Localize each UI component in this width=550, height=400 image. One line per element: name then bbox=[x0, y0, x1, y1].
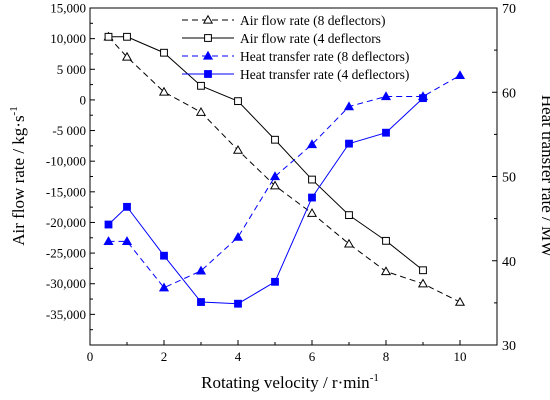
legend-label: Air flow rate (8 deflectors) bbox=[240, 13, 385, 28]
y-right-tick-label: 70 bbox=[502, 2, 516, 17]
data-point bbox=[380, 91, 392, 101]
y-left-axis-title: Air flow rate / kg·s-1 bbox=[8, 106, 28, 245]
data-point bbox=[306, 208, 318, 217]
y-left-tick-label: 5 000 bbox=[57, 62, 86, 77]
data-point bbox=[271, 277, 279, 286]
legend-marker bbox=[202, 14, 214, 24]
data-point bbox=[343, 238, 355, 248]
legend-item: Air flow rate (4 deflectors bbox=[182, 31, 381, 46]
x-tick-label: 4 bbox=[235, 349, 242, 364]
data-point bbox=[345, 211, 353, 220]
data-point bbox=[417, 278, 429, 288]
legend-item: Heat transfer rate (8 deflectors) bbox=[182, 49, 409, 64]
data-point bbox=[345, 139, 353, 148]
x-axis-title: Rotating velocity / r·min-1 bbox=[201, 372, 379, 392]
x-tick-label: 6 bbox=[309, 349, 316, 364]
data-point bbox=[419, 94, 427, 103]
series-3 bbox=[104, 94, 427, 308]
data-point bbox=[158, 86, 170, 96]
data-point bbox=[232, 144, 244, 154]
data-point bbox=[419, 266, 427, 275]
data-point bbox=[123, 202, 131, 211]
data-point bbox=[104, 220, 113, 229]
data-point bbox=[160, 48, 168, 57]
x-tick-label: 8 bbox=[383, 349, 390, 364]
legend-marker bbox=[204, 70, 212, 78]
data-point bbox=[121, 51, 133, 61]
data-point bbox=[308, 175, 316, 184]
data-point bbox=[343, 101, 355, 111]
y-left-tick-label: -20,000 bbox=[46, 215, 86, 230]
y-left-tick-label: -15,000 bbox=[46, 184, 86, 199]
data-point bbox=[454, 70, 466, 80]
y-right-tick-label: 40 bbox=[502, 255, 516, 270]
x-axis-title-sup: -1 bbox=[370, 372, 379, 384]
data-point bbox=[308, 193, 316, 202]
data-point bbox=[269, 180, 281, 190]
legend-label: Air flow rate (4 deflectors bbox=[240, 31, 381, 46]
data-point bbox=[234, 97, 242, 106]
data-point bbox=[232, 231, 244, 241]
y-right-tick-label: 50 bbox=[502, 171, 516, 186]
y-right-tick-label: 30 bbox=[502, 339, 516, 354]
series-2 bbox=[103, 70, 466, 292]
data-point bbox=[454, 296, 466, 306]
data-point bbox=[104, 32, 113, 41]
data-point bbox=[158, 282, 170, 292]
y-right-axis-title: Heat transfer rate / MW bbox=[538, 95, 550, 258]
x-tick-label: 10 bbox=[454, 349, 467, 364]
y-left-tick-label: -10,000 bbox=[46, 154, 86, 169]
legend-marker bbox=[202, 50, 214, 60]
data-point bbox=[197, 81, 205, 90]
legend-label: Heat transfer rate (8 deflectors) bbox=[240, 49, 409, 64]
y-left-tick-label: -25,000 bbox=[46, 246, 86, 261]
data-point bbox=[306, 139, 318, 149]
data-point bbox=[121, 236, 133, 246]
legend: Air flow rate (8 deflectors) Air flow rat… bbox=[182, 13, 409, 82]
series-group bbox=[103, 31, 466, 308]
y-left-tick-label: -30,000 bbox=[46, 276, 86, 291]
data-point bbox=[195, 265, 207, 275]
y-left-tick-label: -5 000 bbox=[52, 123, 86, 138]
legend-marker bbox=[204, 34, 212, 42]
y-right-tick-label: 60 bbox=[502, 86, 516, 101]
series-1 bbox=[104, 32, 427, 275]
data-point bbox=[234, 299, 242, 308]
y-left-tick-label: 10,000 bbox=[50, 31, 86, 46]
data-point bbox=[103, 236, 114, 246]
data-point bbox=[160, 251, 168, 260]
y-left-axis-title-sup: -1 bbox=[8, 106, 20, 115]
data-point bbox=[123, 32, 131, 41]
y-left-tick-label: -35,000 bbox=[46, 307, 86, 322]
x-tick-label: 0 bbox=[87, 349, 94, 364]
series-line bbox=[108, 36, 424, 271]
legend-label: Heat transfer rate (4 deflectors) bbox=[240, 67, 409, 82]
data-point bbox=[380, 266, 392, 276]
y-left-tick-label: 15,000 bbox=[50, 1, 86, 16]
legend-item: Heat transfer rate (4 deflectors) bbox=[182, 67, 409, 82]
series-line bbox=[108, 97, 424, 305]
y-left-tick-label: 0 bbox=[80, 92, 87, 107]
data-point bbox=[271, 135, 279, 144]
data-point bbox=[382, 236, 390, 245]
data-point bbox=[197, 298, 205, 306]
x-tick-label: 2 bbox=[161, 349, 168, 364]
data-point bbox=[382, 128, 390, 137]
data-point bbox=[195, 106, 207, 116]
axis-ticks: 0 2 4 6 8 10 -35,000 -30,000 -25,000 -20,000 -15,0… bbox=[46, 1, 516, 365]
data-point bbox=[269, 171, 281, 181]
series-line bbox=[108, 74, 461, 289]
legend-item: Air flow rate (8 deflectors) bbox=[182, 13, 385, 28]
